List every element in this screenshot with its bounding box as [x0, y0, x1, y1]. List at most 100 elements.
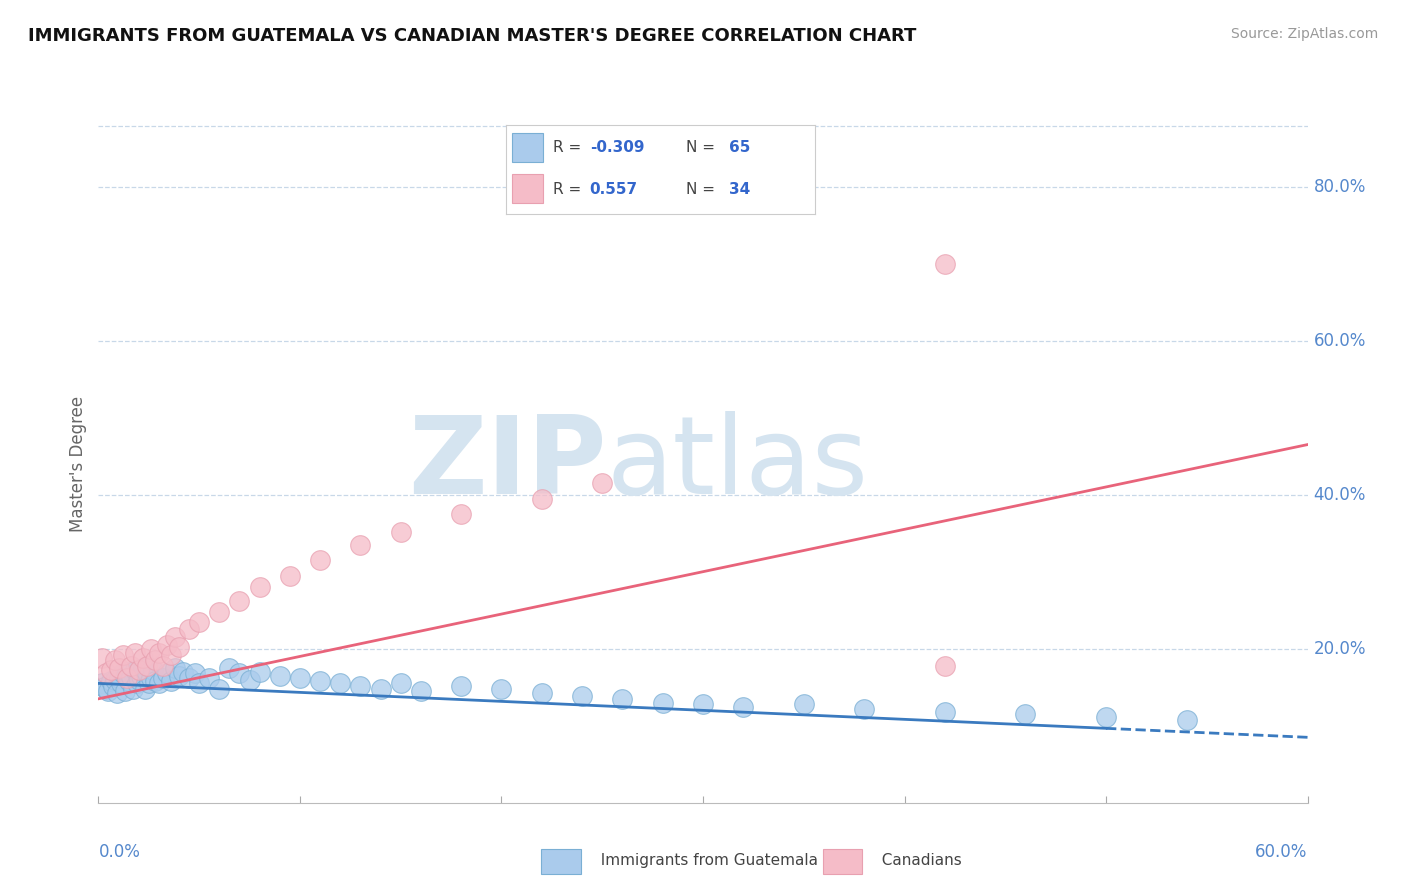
Point: [409, 684, 432, 698]
Point: [167, 640, 190, 655]
Point: [349, 679, 371, 693]
Point: [733, 699, 755, 714]
Text: -0.309: -0.309: [589, 140, 644, 154]
Point: [115, 665, 138, 679]
Point: [156, 666, 179, 681]
Point: [103, 673, 125, 687]
Point: [349, 538, 371, 552]
Point: [107, 661, 129, 675]
Point: [163, 661, 186, 675]
Point: [278, 568, 301, 582]
Point: [1175, 713, 1198, 727]
Point: [692, 697, 714, 711]
Point: [934, 705, 956, 719]
Point: [172, 665, 194, 679]
Point: [139, 671, 162, 685]
Point: [188, 676, 211, 690]
Point: [188, 615, 211, 629]
Point: [135, 666, 157, 681]
Text: 60.0%: 60.0%: [1313, 332, 1367, 350]
Point: [491, 681, 513, 696]
Point: [101, 679, 124, 693]
Point: [143, 674, 166, 689]
Point: [124, 646, 146, 660]
Bar: [512, 174, 543, 203]
Point: [934, 256, 956, 270]
Point: [152, 658, 174, 673]
Point: [208, 681, 231, 696]
Y-axis label: Master's Degree: Master's Degree: [69, 396, 87, 532]
Point: [389, 524, 412, 539]
Point: [228, 594, 250, 608]
Point: [110, 676, 132, 690]
Point: [228, 666, 250, 681]
Point: [1095, 709, 1118, 723]
Point: [198, 671, 221, 685]
Point: [288, 671, 311, 685]
Point: [120, 670, 142, 684]
Text: IMMIGRANTS FROM GUATEMALA VS CANADIAN MASTER'S DEGREE CORRELATION CHART: IMMIGRANTS FROM GUATEMALA VS CANADIAN MA…: [28, 27, 917, 45]
Point: [530, 686, 553, 700]
Point: [91, 676, 114, 690]
Point: [167, 669, 190, 683]
Point: [450, 507, 472, 521]
Point: [128, 663, 150, 677]
Point: [249, 580, 271, 594]
Point: [934, 658, 956, 673]
Text: 0.0%: 0.0%: [98, 844, 141, 862]
Point: [138, 676, 160, 690]
Point: [132, 661, 155, 675]
Point: [184, 666, 207, 681]
Text: atlas: atlas: [606, 411, 869, 516]
Point: [148, 676, 170, 690]
Point: [591, 476, 613, 491]
Point: [111, 666, 134, 681]
Point: [309, 553, 332, 567]
Point: [853, 702, 876, 716]
Text: 40.0%: 40.0%: [1313, 485, 1367, 504]
Text: R =: R =: [553, 140, 581, 154]
Point: [125, 676, 148, 690]
Point: [163, 630, 186, 644]
Point: [309, 674, 332, 689]
Point: [100, 674, 122, 689]
Point: [135, 658, 157, 673]
Point: [450, 679, 472, 693]
Point: [115, 671, 138, 685]
Point: [218, 661, 240, 675]
Point: [118, 674, 141, 689]
Point: [96, 681, 118, 696]
Text: 0.557: 0.557: [589, 182, 638, 196]
Point: [103, 653, 125, 667]
Point: [530, 491, 553, 506]
Point: [134, 681, 156, 696]
Point: [177, 671, 201, 685]
Point: [160, 648, 183, 662]
Point: [612, 691, 634, 706]
Point: [793, 697, 815, 711]
Point: [97, 684, 120, 698]
Text: N =: N =: [686, 182, 714, 196]
Point: [249, 665, 271, 679]
Point: [152, 671, 174, 685]
Point: [651, 696, 673, 710]
Point: [105, 685, 128, 699]
Point: [120, 658, 142, 673]
Text: Immigrants from Guatemala: Immigrants from Guatemala: [591, 854, 817, 868]
Text: 34: 34: [728, 182, 751, 196]
Text: 80.0%: 80.0%: [1313, 178, 1367, 195]
Text: Source: ZipAtlas.com: Source: ZipAtlas.com: [1230, 27, 1378, 41]
Point: [142, 663, 165, 677]
Point: [124, 663, 146, 677]
Text: 65: 65: [728, 140, 751, 154]
Point: [111, 648, 134, 662]
Point: [107, 671, 129, 685]
Point: [100, 663, 122, 677]
Point: [1014, 707, 1036, 722]
Point: [156, 638, 179, 652]
Point: [239, 673, 262, 687]
Point: [93, 680, 115, 694]
Bar: [512, 133, 543, 162]
Point: [370, 681, 392, 696]
Point: [132, 651, 155, 665]
